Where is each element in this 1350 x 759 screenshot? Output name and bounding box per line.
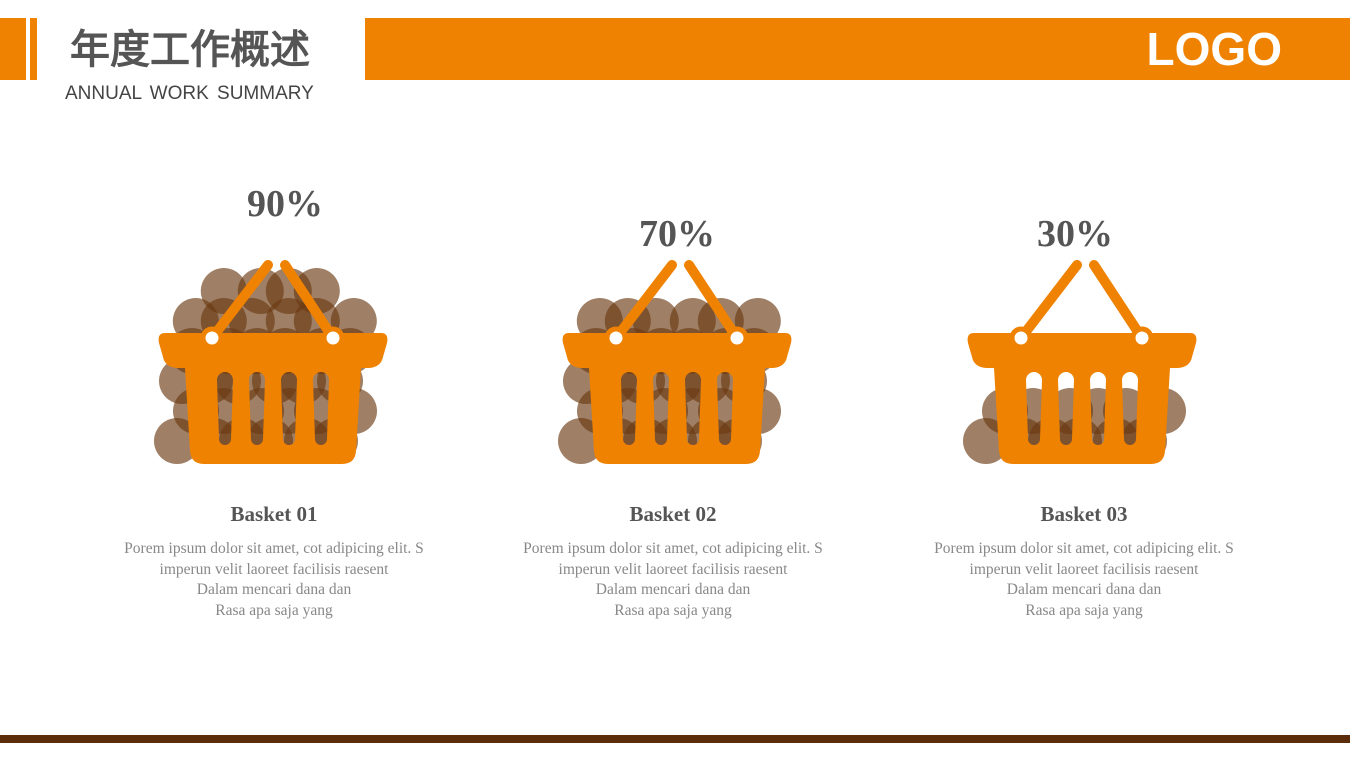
handle [1089, 260, 1147, 343]
basket-percent: 90% [247, 183, 323, 225]
footer-line [0, 735, 1350, 743]
header-accent-block [0, 18, 26, 80]
basket-percent: 70% [639, 213, 715, 255]
description-line: Rasa apa saja yang [614, 601, 732, 619]
description-line: Dalam mencari dana dan [595, 581, 751, 598]
basket-body [967, 333, 1197, 464]
basket-icon [963, 260, 1197, 464]
description-line: Porem ipsum dolor sit amet, cot adipicin… [124, 540, 424, 557]
basket-body [562, 333, 792, 464]
description-line: Rasa apa saja yang [1025, 601, 1143, 619]
handle-ring [1130, 326, 1154, 350]
basket-description: Porem ipsum dolor sit amet, cot adipicin… [473, 539, 873, 621]
description-line: Dalam mencari dana dan [196, 581, 352, 598]
basket-percent: 30% [1037, 213, 1113, 255]
handle [207, 260, 273, 343]
header-band [365, 18, 1350, 80]
handle-ring [1009, 326, 1033, 350]
basket-title: Basket 01 [230, 502, 318, 526]
handle-ring [604, 326, 628, 350]
basket-body [158, 333, 388, 464]
description-line: Porem ipsum dolor sit amet, cot adipicin… [523, 540, 823, 557]
handle [684, 260, 742, 343]
basket-icon [558, 260, 792, 464]
basket-description: Porem ipsum dolor sit amet, cot adipicin… [884, 539, 1284, 621]
basket-description: Porem ipsum dolor sit amet, cot adipicin… [74, 539, 474, 621]
handle [1016, 260, 1082, 343]
page-subtitle: ANNUAL WORK SUMMARY [65, 83, 314, 104]
description-line: imperun velit laoreet facilisis raesent [159, 560, 389, 578]
basket-icon [154, 260, 388, 464]
logo: LOGO [1146, 23, 1282, 75]
ball [632, 298, 679, 344]
handle-ring [725, 326, 749, 350]
description-line: Dalam mencari dana dan [1006, 581, 1162, 598]
description-line: Rasa apa saja yang [215, 601, 333, 619]
basket-title: Basket 02 [629, 502, 717, 526]
handle [280, 260, 338, 343]
handle-ring [200, 326, 224, 350]
description-line: Porem ipsum dolor sit amet, cot adipicin… [934, 540, 1234, 557]
description-line: imperun velit laoreet facilisis raesent [558, 560, 788, 578]
page-title: 年度工作概述 [70, 27, 310, 73]
handle [611, 260, 677, 343]
description-line: imperun velit laoreet facilisis raesent [969, 560, 1199, 578]
header-accent-bar [30, 18, 37, 80]
basket-title: Basket 03 [1040, 502, 1128, 526]
handle-ring [321, 326, 345, 350]
